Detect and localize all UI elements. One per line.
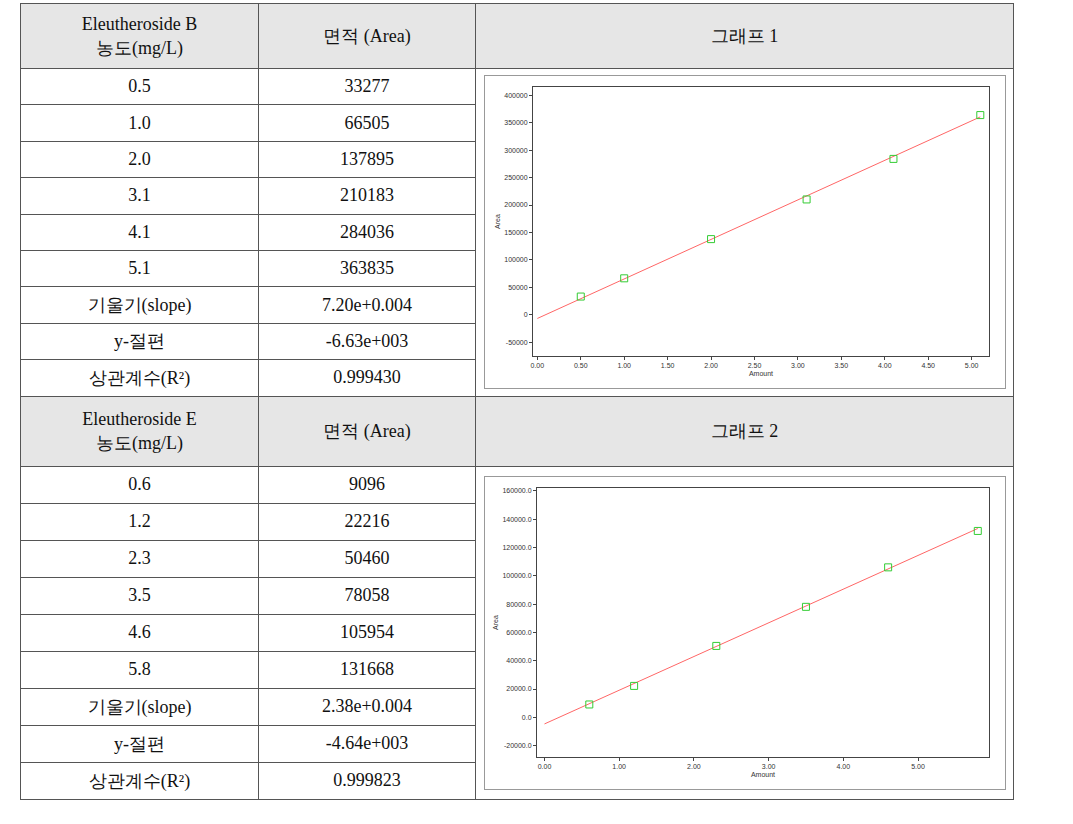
html-text:4.1: 4.1 <box>128 221 151 242</box>
html-text:2.0: 2.0 <box>128 149 151 169</box>
svg-text:20000.0: 20000.0 <box>506 685 531 692</box>
svg-text:3.50: 3.50 <box>834 363 848 370</box>
svg-text:160000.0: 160000.0 <box>502 487 531 494</box>
html-text:50460: 50460 <box>344 548 390 568</box>
html-text:9096: 9096 <box>349 474 385 494</box>
html-text:66505: 66505 <box>344 112 390 133</box>
html-text:농도(mg/L): 농도(mg/L) <box>96 38 183 58</box>
svg-text:50000: 50000 <box>508 284 528 291</box>
html-text:그래프 1: 그래프 1 <box>710 26 779 46</box>
svg-text:80000.0: 80000.0 <box>506 600 531 607</box>
html-text:Eleutheroside E: Eleutheroside E <box>82 409 197 429</box>
svg-text:200000: 200000 <box>504 202 527 209</box>
svg-text:5.00: 5.00 <box>911 763 925 770</box>
html-text:상관계수(R²): 상관계수(R²) <box>88 367 191 388</box>
html-text:y-절편: y-절편 <box>114 733 165 754</box>
html-text:y-절편: y-절편 <box>114 331 165 352</box>
svg-text:400000: 400000 <box>504 92 527 99</box>
html-text:105954: 105954 <box>340 622 394 642</box>
html-text:0.999823: 0.999823 <box>333 770 401 790</box>
svg-text:1.50: 1.50 <box>660 363 674 370</box>
svg-text:0.0: 0.0 <box>521 713 531 720</box>
html-text:0.6: 0.6 <box>128 474 151 494</box>
svg-text:0.50: 0.50 <box>573 363 587 370</box>
html-text:4.6: 4.6 <box>128 622 151 642</box>
svg-text:0.00: 0.00 <box>530 363 544 370</box>
html-text:0.999430: 0.999430 <box>333 367 401 388</box>
svg-text:2.50: 2.50 <box>747 363 761 370</box>
svg-text:2.00: 2.00 <box>687 763 701 770</box>
svg-text:100000: 100000 <box>504 257 527 264</box>
html-text:78058: 78058 <box>344 585 390 605</box>
svg-text:40000.0: 40000.0 <box>506 657 531 664</box>
svg-text:4.50: 4.50 <box>921 363 935 370</box>
html-text:5.8: 5.8 <box>128 659 151 679</box>
svg-text:Area: Area <box>492 615 499 630</box>
html-text:1.0: 1.0 <box>128 112 151 133</box>
svg-text:Amount: Amount <box>748 370 772 377</box>
svg-text:1.00: 1.00 <box>612 763 626 770</box>
html-text:5.1: 5.1 <box>128 258 151 279</box>
svg-text:2.00: 2.00 <box>704 363 718 370</box>
html-text:그래프 2: 그래프 2 <box>710 421 779 441</box>
svg-text:120000.0: 120000.0 <box>502 543 531 550</box>
svg-text:Amount: Amount <box>750 770 774 777</box>
svg-text:4.00: 4.00 <box>877 363 891 370</box>
html-text:2.38e+0.004: 2.38e+0.004 <box>321 696 413 716</box>
html-text:131668: 131668 <box>340 659 394 679</box>
html-text:기울기(slope): 기울기(slope) <box>87 696 192 717</box>
html-text:363835: 363835 <box>340 258 394 279</box>
svg-text:4.00: 4.00 <box>836 763 850 770</box>
html-text:1.2: 1.2 <box>128 511 151 531</box>
svg-text:Area: Area <box>494 214 501 229</box>
html-text:7.20e+0.004: 7.20e+0.004 <box>321 294 413 315</box>
svg-text:3.00: 3.00 <box>791 363 805 370</box>
html-text:-4.64e+003: -4.64e+003 <box>325 733 409 753</box>
html-text:면적 (Area): 면적 (Area) <box>323 26 411 46</box>
html-text:3.5: 3.5 <box>128 585 151 605</box>
svg-text:300000: 300000 <box>504 147 527 154</box>
html-text:Eleutheroside B: Eleutheroside B <box>81 14 198 34</box>
html-text:2.3: 2.3 <box>128 548 151 568</box>
html-text:-6.63e+003: -6.63e+003 <box>325 330 409 351</box>
html-text:기울기(slope): 기울기(slope) <box>87 295 192 315</box>
svg-text:140000.0: 140000.0 <box>502 515 531 522</box>
svg-text:0.00: 0.00 <box>537 763 551 770</box>
svg-text:350000: 350000 <box>504 119 527 126</box>
svg-text:-20000.0: -20000.0 <box>503 742 531 749</box>
html-text:0.5: 0.5 <box>128 76 151 97</box>
html-text:137895: 137895 <box>340 149 394 169</box>
svg-text:250000: 250000 <box>504 174 527 181</box>
html-text:3.1: 3.1 <box>128 185 151 206</box>
html-text:상관계수(R²): 상관계수(R²) <box>88 770 191 791</box>
html-text:284036: 284036 <box>340 221 394 242</box>
svg-text:0: 0 <box>523 312 527 319</box>
svg-text:60000.0: 60000.0 <box>506 628 531 635</box>
svg-text:3.00: 3.00 <box>761 763 775 770</box>
html-text:33277: 33277 <box>344 76 390 97</box>
svg-text:1.00: 1.00 <box>617 363 631 370</box>
svg-text:150000: 150000 <box>504 229 527 236</box>
svg-text:5.00: 5.00 <box>964 363 978 370</box>
html-text:농도(mg/L): 농도(mg/L) <box>96 433 183 453</box>
html-text:면적 (Area): 면적 (Area) <box>323 421 411 441</box>
svg-text:100000.0: 100000.0 <box>502 572 531 579</box>
html-text:210183: 210183 <box>340 185 394 206</box>
svg-text:-50000: -50000 <box>505 339 527 346</box>
html-text:22216: 22216 <box>344 511 390 531</box>
